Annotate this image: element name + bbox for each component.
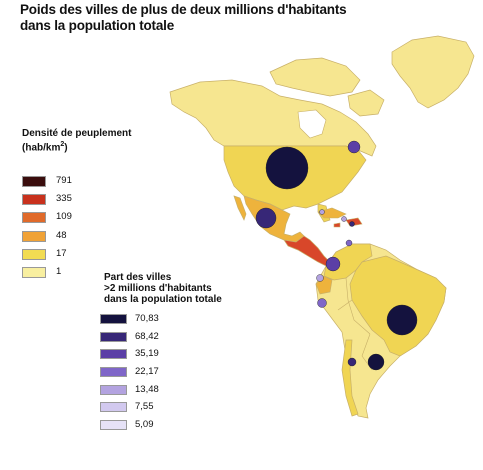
share-title-line-3: dans la population totale xyxy=(104,294,222,305)
city-circle-caracas xyxy=(345,239,353,247)
share-label: 22,17 xyxy=(135,366,159,378)
colombia-venezuela xyxy=(323,243,373,281)
arctic-islands xyxy=(269,57,361,97)
share-label: 5,09 xyxy=(135,419,154,431)
density-label: 791 xyxy=(56,175,72,186)
baja-california xyxy=(233,195,247,221)
share-swatch xyxy=(100,420,127,431)
density-swatch xyxy=(22,230,46,242)
share-swatch xyxy=(100,402,127,413)
canada xyxy=(169,79,377,157)
share-swatch xyxy=(100,367,127,378)
density-label: 109 xyxy=(56,211,72,223)
hudson-bay xyxy=(297,109,327,139)
share-label: 70,83 xyxy=(135,313,159,324)
city-circle-sao-paulo-rio xyxy=(386,304,418,336)
share-label: 7,55 xyxy=(135,401,154,413)
share-title-line-2: >2 millions d'habitants xyxy=(104,283,212,294)
city-circle-havana xyxy=(319,209,325,215)
density-label: 1 xyxy=(56,265,62,277)
share-swatch xyxy=(100,384,127,395)
density-legend-title: Densité de peuplement (hab/km2) xyxy=(22,128,131,153)
density-title-line-2: (hab/km2) xyxy=(22,139,131,153)
greenland xyxy=(391,35,475,109)
density-swatch xyxy=(22,212,46,224)
map-title: Poids des villes de plus de deux million… xyxy=(20,2,440,34)
share-label: 35,19 xyxy=(135,348,159,360)
city-circle-lima xyxy=(317,298,327,308)
city-circle-santo-domingo xyxy=(341,216,347,222)
city-circle-quito xyxy=(316,274,324,282)
share-swatch xyxy=(100,314,127,324)
density-swatch xyxy=(22,194,46,206)
city-circle-port-au-prince xyxy=(349,221,355,227)
share-label: 13,48 xyxy=(135,383,159,395)
density-title-unit: (hab/km xyxy=(22,142,61,154)
density-label: 48 xyxy=(56,229,67,241)
density-swatch xyxy=(22,266,46,278)
city-circle-buenos-aires xyxy=(367,353,385,371)
cuba xyxy=(317,207,347,219)
chile xyxy=(341,339,359,417)
density-swatch xyxy=(22,248,46,260)
title-line-2: dans la population totale xyxy=(20,18,175,33)
density-title-line-1: Densité de peuplement xyxy=(22,128,132,139)
share-swatch xyxy=(100,331,127,342)
city-circle-mexico xyxy=(255,207,277,229)
arctic-island-2 xyxy=(347,89,385,117)
share-swatch xyxy=(100,349,127,360)
density-title-sup: 2 xyxy=(60,141,65,148)
jamaica xyxy=(333,222,341,228)
share-label: 68,42 xyxy=(135,330,159,342)
share-legend-title: Part des villes >2 millions d'habitants … xyxy=(104,272,222,305)
title-line-1: Poids des villes de plus de deux million… xyxy=(20,2,347,17)
city-circle-santiago xyxy=(347,357,357,367)
density-label: 335 xyxy=(56,193,72,205)
city-circle-new-york-region xyxy=(265,146,309,190)
density-swatch xyxy=(22,176,46,187)
city-circle-bogota xyxy=(325,256,341,272)
city-circle-montreal xyxy=(347,140,361,154)
density-label: 17 xyxy=(56,247,67,259)
share-title-line-1: Part des villes xyxy=(104,272,172,283)
density-title-end: ) xyxy=(64,142,68,154)
